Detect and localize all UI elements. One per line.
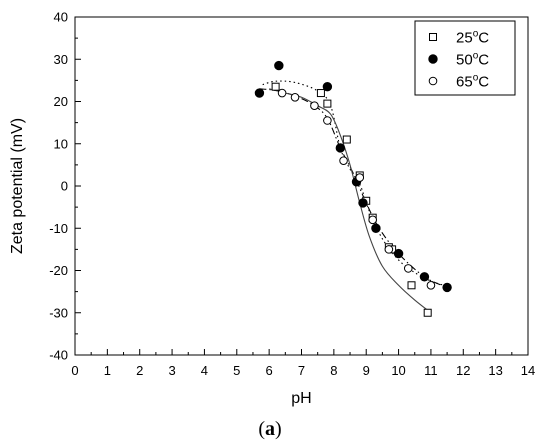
x-tick-label: 2 <box>136 363 143 378</box>
data-point-65c <box>310 101 319 111</box>
data-point-65c <box>403 264 413 273</box>
y-tick-label: 40 <box>54 10 68 25</box>
legend-marker-65c <box>428 76 438 86</box>
legend-marker-50c <box>428 54 438 64</box>
x-tick-label: 8 <box>330 363 337 378</box>
data-point-65c <box>323 116 332 125</box>
y-tick-label: -20 <box>49 263 68 278</box>
x-tick-label: 11 <box>424 363 438 378</box>
data-point-50c <box>274 60 284 71</box>
axis-tick-labels: 0 1 2 3 4 5 6 7 8 9 10 11 12 13 14403020100-10-20-30-4… <box>49 10 535 379</box>
fit-line-65c <box>269 88 432 314</box>
x-tick-label: 9 <box>363 363 370 378</box>
data-point-25c <box>323 99 332 108</box>
x-tick-label: 14 <box>521 363 535 378</box>
data-point-65c <box>339 156 348 165</box>
panel-label: (a) <box>258 418 281 440</box>
x-axis-title: pH <box>291 390 311 407</box>
x-tick-label: 5 <box>233 363 240 378</box>
fit-lines <box>259 80 448 314</box>
data-point-25c <box>342 135 351 144</box>
data-point-65c <box>355 173 365 182</box>
data-point-50c <box>419 272 430 282</box>
x-tick-label: 12 <box>456 363 470 378</box>
data-point-25c <box>271 82 280 91</box>
data-point-25c <box>316 89 325 98</box>
y-tick-label: 10 <box>54 136 68 151</box>
y-tick-label: -30 <box>49 305 68 320</box>
data-point-65c <box>290 92 300 102</box>
data-point-50c <box>322 82 333 92</box>
y-tick-label: 20 <box>54 94 68 109</box>
x-tick-label: 4 <box>201 363 208 378</box>
x-tick-label: 6 <box>266 363 273 378</box>
legend-marker-25c <box>429 33 437 41</box>
axis-ticks <box>74 16 529 356</box>
y-axis-title: Zeta potential (mV) <box>9 118 26 254</box>
x-tick-label: 13 <box>488 363 502 378</box>
data-point-65c <box>368 215 377 225</box>
legend-label-65c: 65oC <box>456 73 489 91</box>
y-tick-label: -40 <box>49 348 68 363</box>
x-tick-label: 3 <box>168 363 175 378</box>
data-point-25c <box>423 308 432 317</box>
data-point-50c <box>442 282 452 293</box>
data-point-50c <box>371 223 381 233</box>
data-point-65c <box>426 280 436 290</box>
legend-label-25c: 25oC <box>456 29 489 47</box>
x-tick-label: 7 <box>298 363 305 378</box>
x-tick-label: 10 <box>391 363 405 378</box>
legend: 25oC 50oC 65oC <box>414 20 516 96</box>
data-point-50c <box>393 248 404 259</box>
fit-line-25c <box>262 80 445 286</box>
data-point-50c <box>358 198 368 208</box>
data-point-50c <box>335 143 346 153</box>
x-tick-label: 1 <box>104 363 111 378</box>
fit-line-50c <box>259 88 448 288</box>
y-tick-label: -10 <box>49 221 68 236</box>
data-point-50c <box>254 88 265 98</box>
y-tick-label: 30 <box>54 52 68 67</box>
y-tick-label: 0 <box>61 179 68 194</box>
legend-label-50c: 50oC <box>456 51 489 69</box>
data-point-25c <box>407 281 416 290</box>
x-tick-label: 0 <box>71 363 78 378</box>
data-points <box>254 60 452 317</box>
data-point-65c <box>384 245 394 254</box>
data-point-65c <box>277 88 287 98</box>
